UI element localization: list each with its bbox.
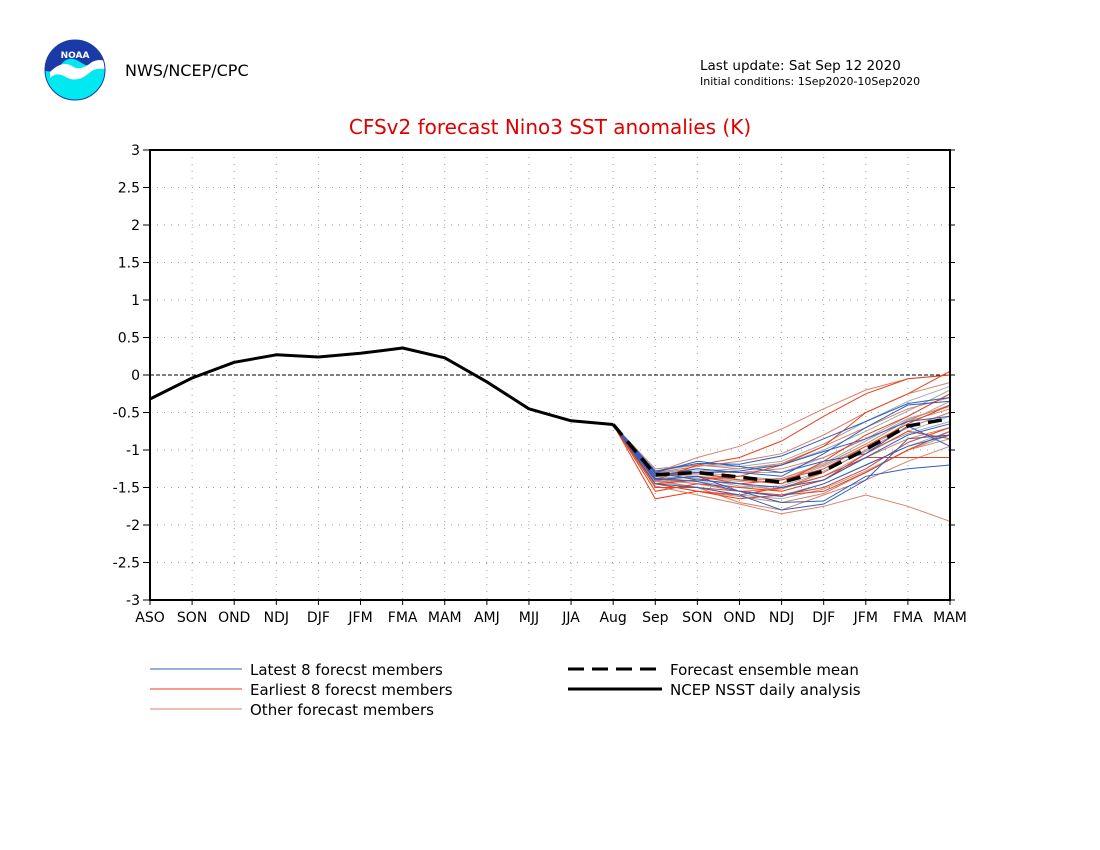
x-tick-label: OND <box>723 610 755 626</box>
legend: Latest 8 forecst members Earliest 8 fore… <box>150 661 861 719</box>
legend-label-other: Other forecast members <box>250 701 434 719</box>
grid <box>150 150 950 600</box>
x-tick-label: FMA <box>388 610 418 626</box>
y-tick-label: 0 <box>131 368 140 384</box>
y-tick-label: -3 <box>126 593 140 609</box>
x-tick-label: JJA <box>561 610 580 626</box>
y-tick-label: 1 <box>131 293 140 309</box>
y-tick-label: -1 <box>126 443 140 459</box>
x-tick-label: SON <box>682 610 712 626</box>
y-tick-label: 2 <box>131 218 140 234</box>
earliest-member-line <box>612 424 951 492</box>
x-tick-label: OND <box>218 610 250 626</box>
x-tick-label: FMA <box>893 610 923 626</box>
y-tick-label: -0.5 <box>113 406 140 422</box>
x-tick-label: SON <box>177 610 207 626</box>
latest-member-line <box>612 397 951 472</box>
noaa-logo: NOAA <box>44 39 106 101</box>
y-tick-label: 3 <box>131 143 140 159</box>
x-tick-label: NDJ <box>264 610 289 626</box>
x-tick-label: MAM <box>933 610 967 626</box>
x-tick-label: AMJ <box>474 610 500 626</box>
x-tick-label: DJF <box>307 610 330 626</box>
org-label: NWS/NCEP/CPC <box>125 61 249 80</box>
logo-ring <box>44 39 106 101</box>
x-axis: ASO SON OND NDJ DJF JFM FMA MAM AMJ MJJ JJA Aug Sep S… <box>135 600 967 626</box>
y-axis: 3 2.5 2 1.5 1 0.5 0 -0.5 -1 -1.5 -2 -2.5 -3 <box>113 143 955 609</box>
chart-title: CFSv2 forecast Nino3 SST anomalies (K) <box>349 115 751 139</box>
x-tick-label: MAM <box>428 610 462 626</box>
ensemble-mean-layer <box>611 416 951 485</box>
x-tick-label: NDJ <box>769 610 794 626</box>
latest-member-line <box>612 424 951 504</box>
x-tick-label: Sep <box>642 610 669 626</box>
ensemble-mean-line <box>611 416 951 485</box>
forecast-members <box>612 370 951 522</box>
legend-label-analysis: NCEP NSST daily analysis <box>670 681 861 699</box>
initial-conditions: Initial conditions: 1Sep2020-10Sep2020 <box>700 75 920 88</box>
x-tick-label: MJJ <box>519 610 539 626</box>
logo-text: NOAA <box>61 51 90 61</box>
x-tick-label: DJF <box>812 610 835 626</box>
x-tick-label: Aug <box>599 610 626 626</box>
last-update: Last update: Sat Sep 12 2020 <box>700 58 901 74</box>
x-tick-label: ASO <box>135 610 164 626</box>
y-tick-label: -2.5 <box>113 556 140 572</box>
legend-label-latest: Latest 8 forecst members <box>250 661 443 679</box>
x-tick-label: JFM <box>853 610 878 626</box>
earliest-member-line <box>612 424 951 500</box>
legend-label-mean: Forecast ensemble mean <box>670 661 859 679</box>
logo-bird <box>50 60 105 80</box>
y-tick-label: -1.5 <box>113 481 140 497</box>
x-tick-label: JFM <box>347 610 372 626</box>
latest-member-line <box>612 424 951 498</box>
legend-label-earliest: Earliest 8 forecst members <box>250 681 453 699</box>
y-tick-label: 1.5 <box>118 256 140 272</box>
analysis-line <box>149 346 614 426</box>
y-tick-label: 0.5 <box>118 331 140 347</box>
analysis-layer <box>149 346 614 426</box>
other-member-line <box>612 397 951 470</box>
y-tick-label: -2 <box>126 518 140 534</box>
y-tick-label: 2.5 <box>118 181 140 197</box>
